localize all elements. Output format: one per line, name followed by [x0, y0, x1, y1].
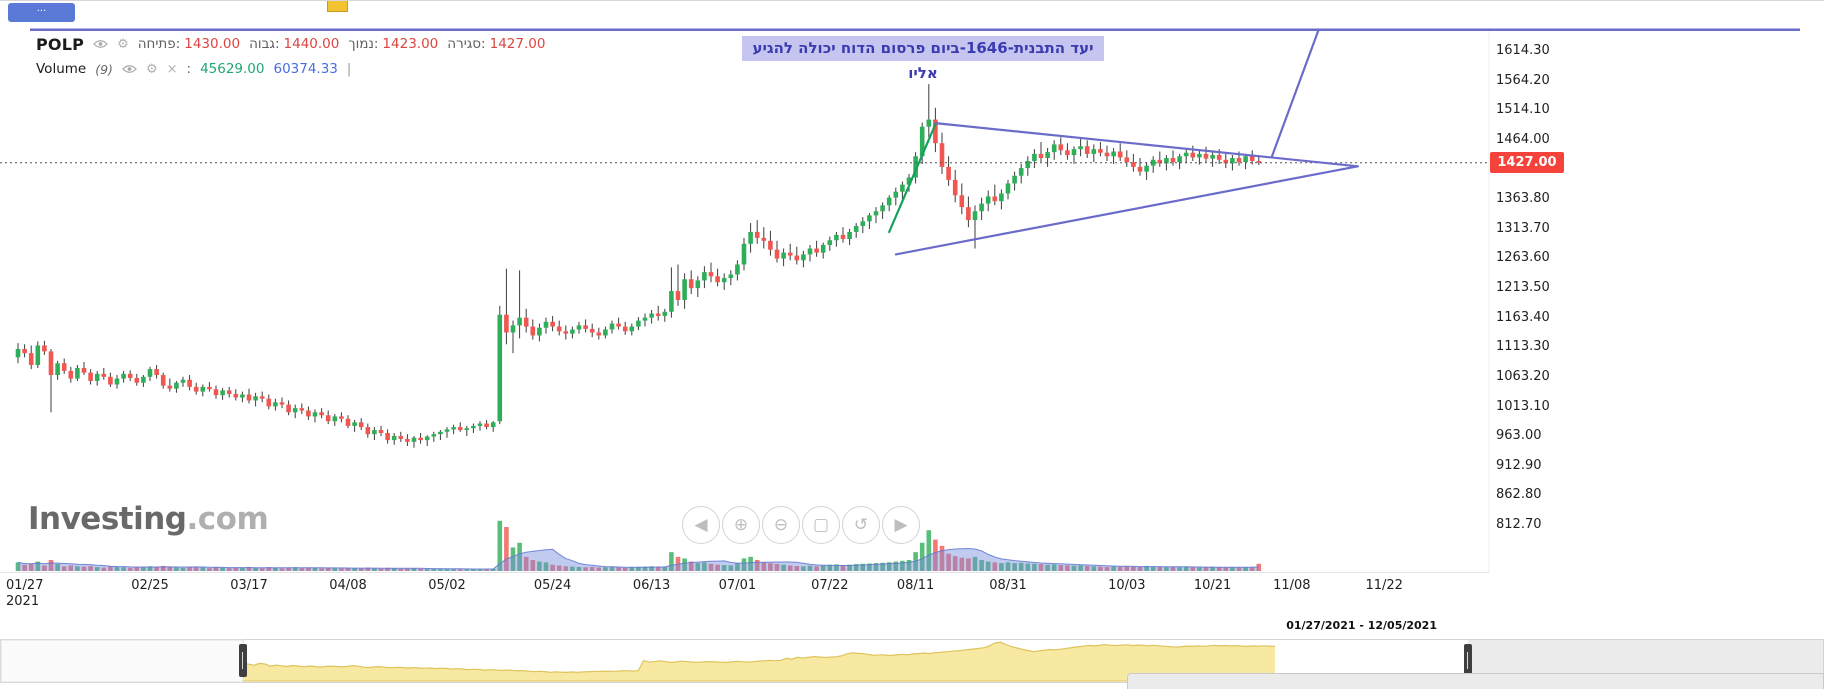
time-axis-label: 05/24: [533, 578, 572, 593]
low-pair: נמוך: 1423.00: [348, 36, 438, 52]
low-label: נמוך:: [348, 36, 379, 52]
price-axis-label: 812.70: [1496, 517, 1542, 532]
time-axis-label: 11/08: [1273, 578, 1311, 593]
volume-row: Volume (9) ⚙ × : 45629.00 60374.33 |: [36, 58, 545, 80]
reset-zoom-icon: ↺: [853, 515, 869, 535]
zoom-in-icon: ⊕: [733, 515, 749, 535]
volume-ma-value: 60374.33: [273, 61, 338, 77]
time-axis-label: 05/02: [428, 578, 466, 593]
chart-zoom-controls: ◀ ⊕ ⊖ ▢ ↺ ▶: [682, 506, 920, 544]
box-zoom-button[interactable]: ▢: [802, 506, 840, 544]
time-axis-label: 10/03: [1108, 578, 1146, 593]
pattern-target-annotation[interactable]: יעד התבנית-1646-ביום פרסום הדוח יכולה לה…: [742, 36, 1104, 82]
price-axis-label: 862.80: [1496, 487, 1542, 503]
time-axis-label: 02/25: [131, 578, 169, 593]
time-axis-label: 07/01: [718, 578, 757, 593]
eye-icon[interactable]: [122, 64, 137, 74]
eye-icon-shape: [93, 40, 108, 48]
time-axis-label: 04/08: [329, 578, 367, 593]
candlestick-series: [15, 84, 1262, 448]
open-value: 1430.00: [184, 36, 241, 52]
horizontal-scrollbar[interactable]: [1127, 673, 1824, 689]
symbol-label: POLP: [36, 34, 85, 54]
close-value: 1427.00: [489, 36, 546, 52]
high-value: 1440.00: [283, 36, 340, 52]
investing-watermark: Investing.com: [28, 501, 269, 537]
close-pair: סגירה: 1427.00: [447, 36, 545, 52]
volume-series: [15, 520, 1262, 571]
triangle-lower-line: [894, 165, 1359, 256]
high-label: גבוה:: [249, 36, 280, 52]
time-axis-label: 10/21: [1193, 578, 1232, 593]
cropped-badge: ···: [8, 3, 75, 22]
low-value: 1423.00: [382, 36, 439, 52]
price-axis-label: 1013.10: [1496, 398, 1550, 414]
close-label: סגירה:: [447, 36, 486, 52]
breakout-ray-line: [1270, 29, 1320, 158]
gear-icon[interactable]: ⚙: [117, 36, 129, 52]
pan-left-button[interactable]: ◀: [682, 506, 720, 544]
legend-separator: |: [346, 61, 352, 77]
price-axis-label: 1564.20: [1496, 72, 1550, 88]
price-axis-label: 1113.30: [1496, 339, 1550, 355]
volume-value: 45629.00: [200, 61, 265, 77]
volume-indicator-label: Volume: [36, 61, 87, 77]
navigator-left-handle[interactable]: [239, 644, 247, 677]
price-axis-label: 1313.70: [1496, 220, 1550, 236]
price-axis-label: 1063.20: [1496, 368, 1550, 384]
open-label: פתיחה:: [137, 36, 181, 52]
chart-legend: POLP ⚙ פתיחה: 1430.00 גבוה: 1440.00 נמוך: 1…: [36, 33, 545, 80]
ohlc-row: POLP ⚙ פתיחה: 1430.00 גבוה: 1440.00 נמוך: 1…: [36, 33, 545, 55]
last-price-tag: 1427.00: [1490, 152, 1564, 174]
volume-ma-area: [18, 548, 1259, 571]
gear-icon[interactable]: ⚙: [145, 61, 158, 77]
zoom-out-icon: ⊖: [773, 515, 789, 535]
impulse-line: [888, 123, 937, 234]
watermark-bold: Investing: [28, 501, 187, 537]
price-axis-label: 1163.40: [1496, 309, 1550, 325]
pan-right-button[interactable]: ▶: [882, 506, 920, 544]
price-axis-label: 1464.00: [1496, 131, 1550, 147]
pan-right-icon: ▶: [894, 515, 908, 535]
eye-icon-shape: [122, 65, 137, 73]
volume-colon: :: [186, 61, 192, 77]
price-axis-label: 1263.60: [1496, 250, 1550, 266]
close-icon[interactable]: ×: [166, 61, 178, 77]
time-axis-label: 06/13: [632, 578, 671, 593]
zoom-in-button[interactable]: ⊕: [722, 506, 760, 544]
navigator-range-label: 01/27/2021 - 12/05/2021: [1286, 619, 1437, 632]
time-axis-label: 08/31: [989, 578, 1027, 593]
trendline-drawings[interactable]: [30, 28, 1800, 256]
price-axis-label: 1213.50: [1496, 280, 1550, 295]
high-pair: גבוה: 1440.00: [249, 36, 339, 52]
time-axis-label: 11/22: [1365, 578, 1403, 593]
triangle-upper-line: [934, 122, 1359, 168]
chart-plot-area[interactable]: [0, 28, 1489, 571]
zoom-out-button[interactable]: ⊖: [762, 506, 800, 544]
volume-period-label: (9): [95, 61, 113, 77]
cropped-marker: [327, 1, 348, 12]
time-axis-year-label: 2021: [6, 594, 40, 609]
time-axis-label: 03/17: [230, 578, 268, 593]
price-axis-label: 1614.30: [1496, 43, 1550, 58]
price-axis-label: 912.90: [1496, 457, 1542, 473]
eye-icon[interactable]: [93, 39, 108, 49]
reset-zoom-button[interactable]: ↺: [842, 506, 880, 544]
open-pair: פתיחה: 1430.00: [138, 36, 240, 52]
time-axis-label: 07/22: [811, 578, 849, 593]
price-axis-label: 1514.10: [1496, 102, 1550, 118]
time-axis-label: 08/11: [896, 578, 935, 593]
navigator-right-handle[interactable]: [1464, 644, 1472, 677]
pan-left-icon: ◀: [694, 515, 708, 535]
time-axis-label: 01/27: [6, 578, 44, 593]
price-axis-label: 963.00: [1496, 428, 1542, 444]
watermark-suffix: .com: [186, 501, 269, 537]
price-axis-label: 1363.80: [1496, 191, 1550, 207]
box-zoom-icon: ▢: [812, 515, 830, 535]
